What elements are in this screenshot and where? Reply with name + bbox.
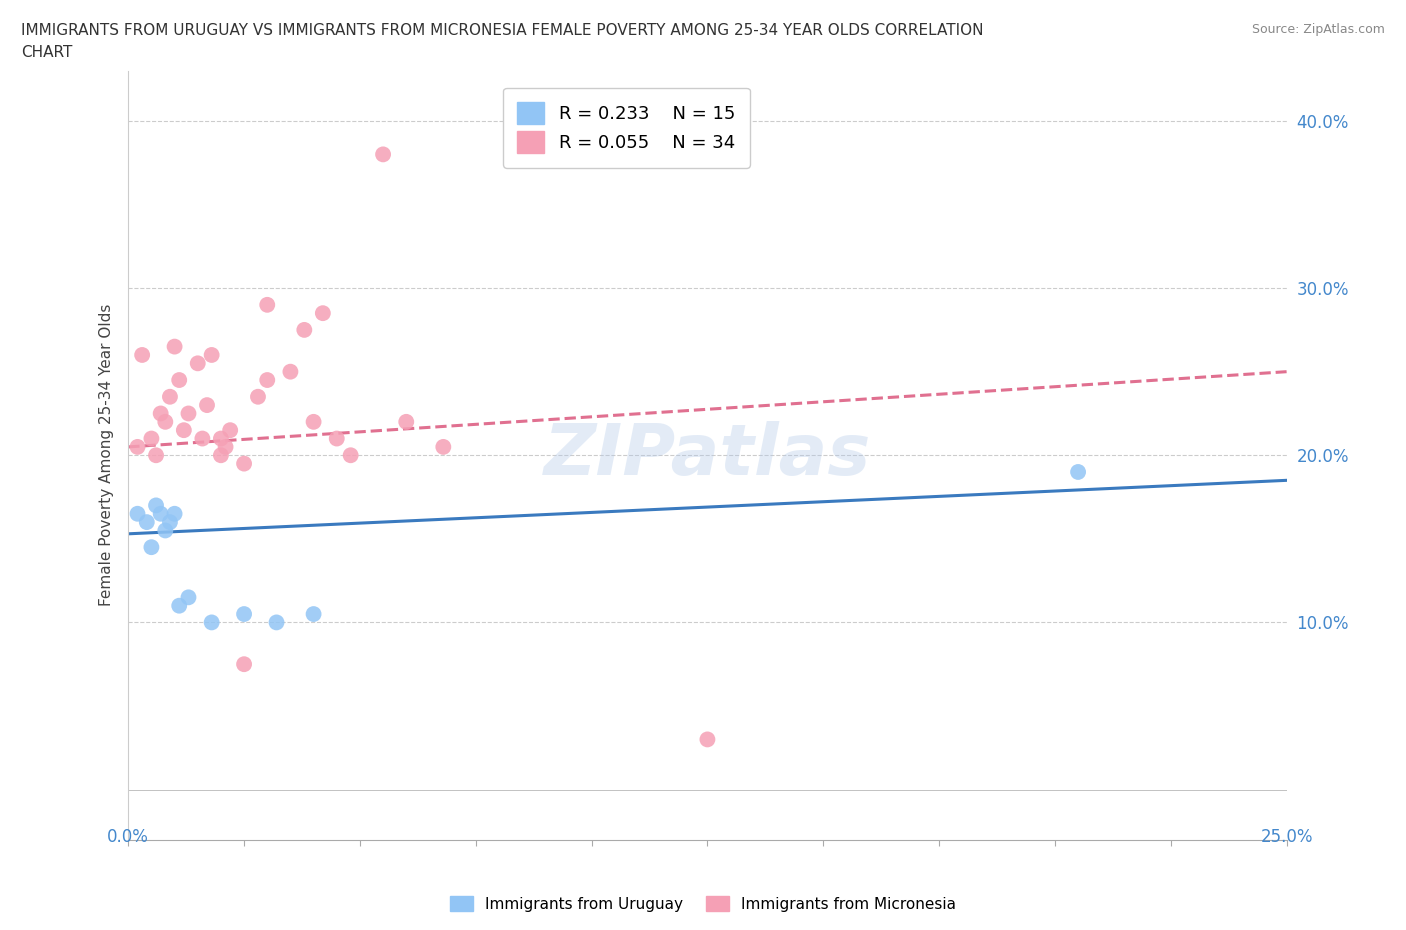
- Y-axis label: Female Poverty Among 25-34 Year Olds: Female Poverty Among 25-34 Year Olds: [100, 304, 114, 606]
- Point: [339, 448, 361, 463]
- Point: [246, 390, 269, 405]
- Point: [177, 406, 200, 421]
- Point: [371, 147, 394, 162]
- Point: [173, 423, 195, 438]
- Legend: Immigrants from Uruguay, Immigrants from Micronesia: Immigrants from Uruguay, Immigrants from…: [444, 889, 962, 918]
- Point: [266, 615, 288, 630]
- Legend: R = 0.233    N = 15, R = 0.055    N = 34: R = 0.233 N = 15, R = 0.055 N = 34: [503, 87, 749, 167]
- Point: [167, 598, 190, 613]
- Point: [432, 440, 454, 455]
- Point: [167, 373, 190, 388]
- Point: [256, 298, 278, 312]
- Point: [201, 615, 224, 630]
- Point: [135, 514, 157, 529]
- Point: [191, 432, 214, 446]
- Text: CHART: CHART: [21, 45, 73, 60]
- Point: [195, 398, 218, 413]
- Point: [163, 339, 186, 354]
- Point: [302, 415, 325, 430]
- Text: 0.0%: 0.0%: [107, 829, 149, 846]
- Point: [214, 440, 236, 455]
- Point: [155, 523, 177, 538]
- Point: [149, 506, 172, 521]
- Point: [233, 606, 256, 621]
- Point: [127, 440, 149, 455]
- Point: [145, 498, 167, 512]
- Point: [149, 406, 172, 421]
- Point: [145, 448, 167, 463]
- Text: 25.0%: 25.0%: [1260, 829, 1313, 846]
- Point: [219, 423, 242, 438]
- Point: [201, 348, 224, 363]
- Point: [187, 356, 209, 371]
- Point: [326, 432, 349, 446]
- Point: [292, 323, 315, 338]
- Point: [209, 432, 232, 446]
- Text: ZIPatlas: ZIPatlas: [544, 420, 872, 490]
- Point: [209, 448, 232, 463]
- Point: [127, 506, 149, 521]
- Point: [233, 657, 256, 671]
- Point: [696, 732, 718, 747]
- Point: [155, 415, 177, 430]
- Point: [256, 373, 278, 388]
- Point: [159, 390, 181, 405]
- Point: [1067, 464, 1090, 479]
- Point: [141, 432, 163, 446]
- Point: [233, 457, 256, 472]
- Point: [177, 590, 200, 604]
- Point: [395, 415, 418, 430]
- Text: IMMIGRANTS FROM URUGUAY VS IMMIGRANTS FROM MICRONESIA FEMALE POVERTY AMONG 25-34: IMMIGRANTS FROM URUGUAY VS IMMIGRANTS FR…: [21, 23, 984, 38]
- Point: [131, 348, 153, 363]
- Point: [141, 539, 163, 554]
- Point: [302, 606, 325, 621]
- Point: [159, 514, 181, 529]
- Text: Source: ZipAtlas.com: Source: ZipAtlas.com: [1251, 23, 1385, 36]
- Point: [280, 365, 302, 379]
- Point: [163, 506, 186, 521]
- Point: [312, 306, 335, 321]
